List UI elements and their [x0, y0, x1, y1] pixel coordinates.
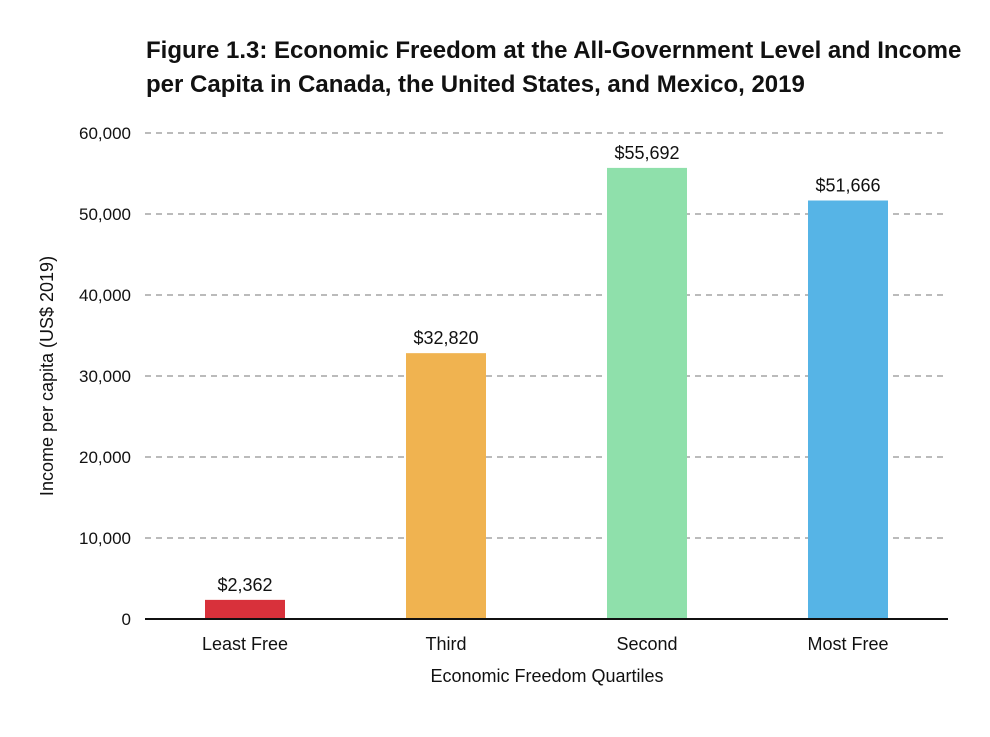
y-tick-label: 10,000 — [79, 529, 131, 548]
chart-title-line-1: Figure 1.3: Economic Freedom at the All-… — [146, 37, 962, 64]
bar-third — [406, 353, 486, 619]
y-tick-label: 20,000 — [79, 448, 131, 467]
x-axis-title: Economic Freedom Quartiles — [430, 666, 663, 686]
x-category-label: Second — [616, 634, 677, 654]
y-tick-label: 0 — [122, 610, 131, 629]
bar-second — [607, 167, 687, 619]
y-tick-label: 40,000 — [79, 286, 131, 305]
x-axis-categories: Least Free Third Second Most Free — [202, 634, 889, 654]
chart-title: Figure 1.3: Economic Freedom at the All-… — [146, 34, 966, 102]
data-labels: $2,362 $32,820 $55,692 $51,666 — [217, 143, 880, 595]
chart-title-line-2: per Capita in Canada, the United States,… — [146, 71, 805, 98]
y-axis-title: Income per capita (US$ 2019) — [37, 256, 57, 496]
x-category-label: Most Free — [807, 634, 888, 654]
y-tick-label: 60,000 — [79, 124, 131, 143]
data-label: $51,666 — [815, 176, 880, 196]
x-category-label: Third — [425, 634, 466, 654]
y-tick-label: 30,000 — [79, 367, 131, 386]
data-label: $2,362 — [217, 575, 272, 595]
bars — [205, 167, 888, 619]
bar-most-free — [808, 200, 888, 619]
x-category-label: Least Free — [202, 634, 288, 654]
gridlines — [145, 132, 948, 539]
y-axis-ticks: 0 10,000 20,000 30,000 40,000 50,000 60,000 — [79, 124, 131, 629]
data-label: $32,820 — [413, 328, 478, 348]
y-tick-label: 50,000 — [79, 205, 131, 224]
bar-least-free — [205, 599, 285, 619]
data-label: $55,692 — [614, 143, 679, 163]
